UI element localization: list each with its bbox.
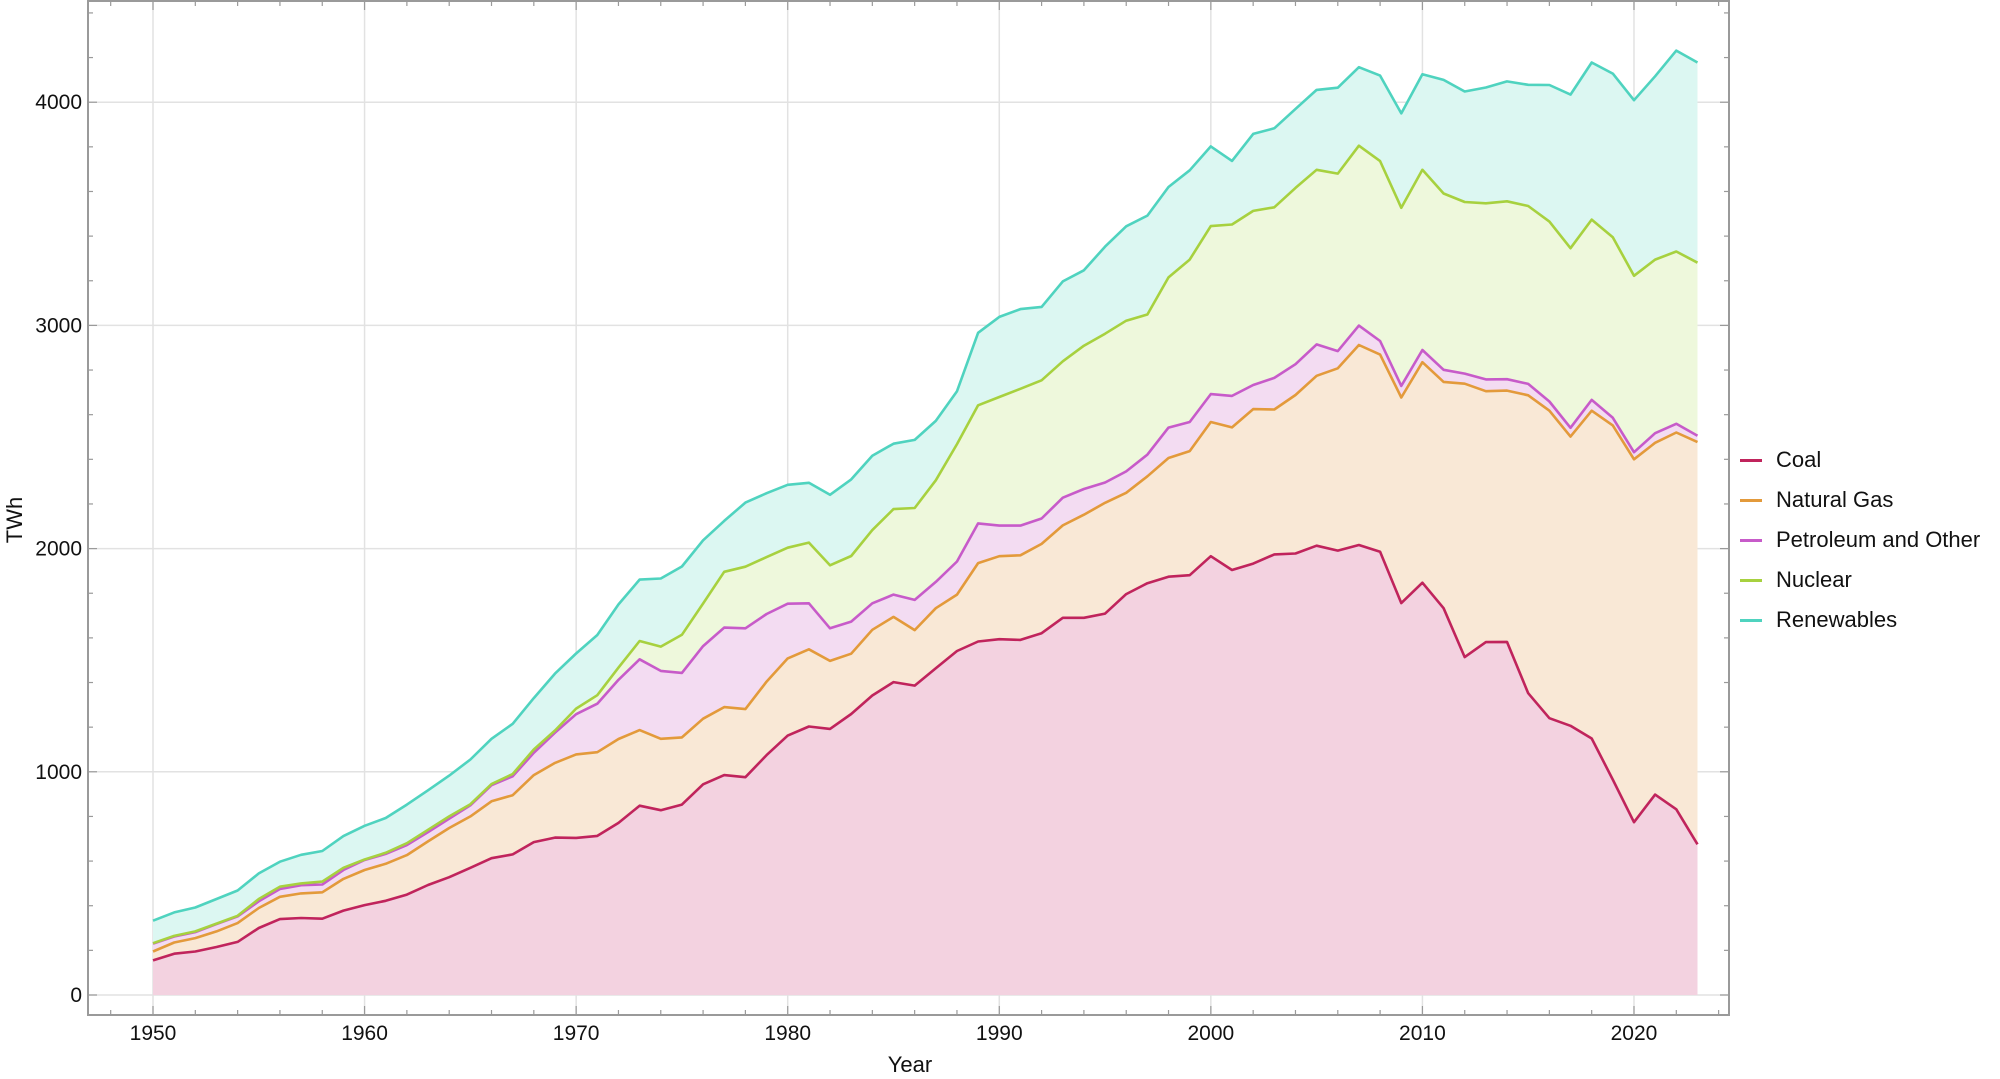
y-tick-label: 1000 (35, 761, 82, 784)
area-nuclear (153, 145, 1698, 944)
y-tick-label: 0 (70, 984, 82, 1007)
legend-swatch-petroleum (1740, 538, 1762, 542)
y-tick-label: 3000 (35, 314, 82, 337)
legend-swatch-coal (1740, 458, 1762, 462)
area-coal (153, 545, 1698, 995)
axis-ticks (88, 1, 1729, 1015)
y-axis-title: TWh (2, 497, 27, 543)
x-tick-label: 2000 (1187, 1022, 1234, 1045)
area-fills (153, 50, 1698, 995)
x-tick-label: 1970 (553, 1022, 600, 1045)
legend-label: Natural Gas (1776, 487, 1894, 512)
legend-swatch-nuclear (1740, 578, 1762, 582)
legend-label: Petroleum and Other (1776, 527, 1981, 552)
legend-item-nuclear[interactable]: Nuclear (1740, 560, 1980, 600)
x-tick-label: 2010 (1399, 1022, 1446, 1045)
plot-frame (87, 0, 1730, 1016)
line-petroleum-and-other (152, 324, 1699, 945)
x-tick-label: 2020 (1611, 1022, 1658, 1045)
line-nuclear (152, 144, 1699, 945)
legend-label: Nuclear (1776, 567, 1852, 592)
x-tick-label: 1960 (341, 1022, 388, 1045)
y-tick-label: 4000 (35, 91, 82, 114)
x-tick-label: 1980 (764, 1022, 811, 1045)
legend: Coal Natural Gas Petroleum and Other Nuc… (1740, 440, 1980, 640)
legend-item-renewables[interactable]: Renewables (1740, 600, 1980, 640)
x-tick-label: 1990 (976, 1022, 1023, 1045)
legend-item-petroleum[interactable]: Petroleum and Other (1740, 520, 1980, 560)
legend-label: Renewables (1776, 607, 1898, 632)
legend-swatch-renewables (1740, 618, 1762, 622)
x-axis-title: Year (888, 1052, 932, 1077)
x-tick-label: 1950 (130, 1022, 177, 1045)
legend-item-natural-gas[interactable]: Natural Gas (1740, 480, 1980, 520)
area-natural-gas (153, 345, 1698, 961)
area-renewables (153, 50, 1698, 944)
legend-label: Coal (1776, 447, 1822, 472)
line-coal (152, 543, 1699, 962)
legend-item-coal[interactable]: Coal (1740, 440, 1980, 480)
area-petroleum-and-other (153, 325, 1698, 952)
line-natural-gas (152, 343, 1699, 953)
y-tick-label: 2000 (35, 538, 82, 561)
legend-swatch-natural-gas (1740, 498, 1762, 502)
line-renewables (152, 49, 1699, 922)
series-lines (152, 49, 1699, 962)
tick-labels: 1950 1960 1970 1980 1990 2000 2010 2020 0 1000 200… (35, 91, 1657, 1045)
